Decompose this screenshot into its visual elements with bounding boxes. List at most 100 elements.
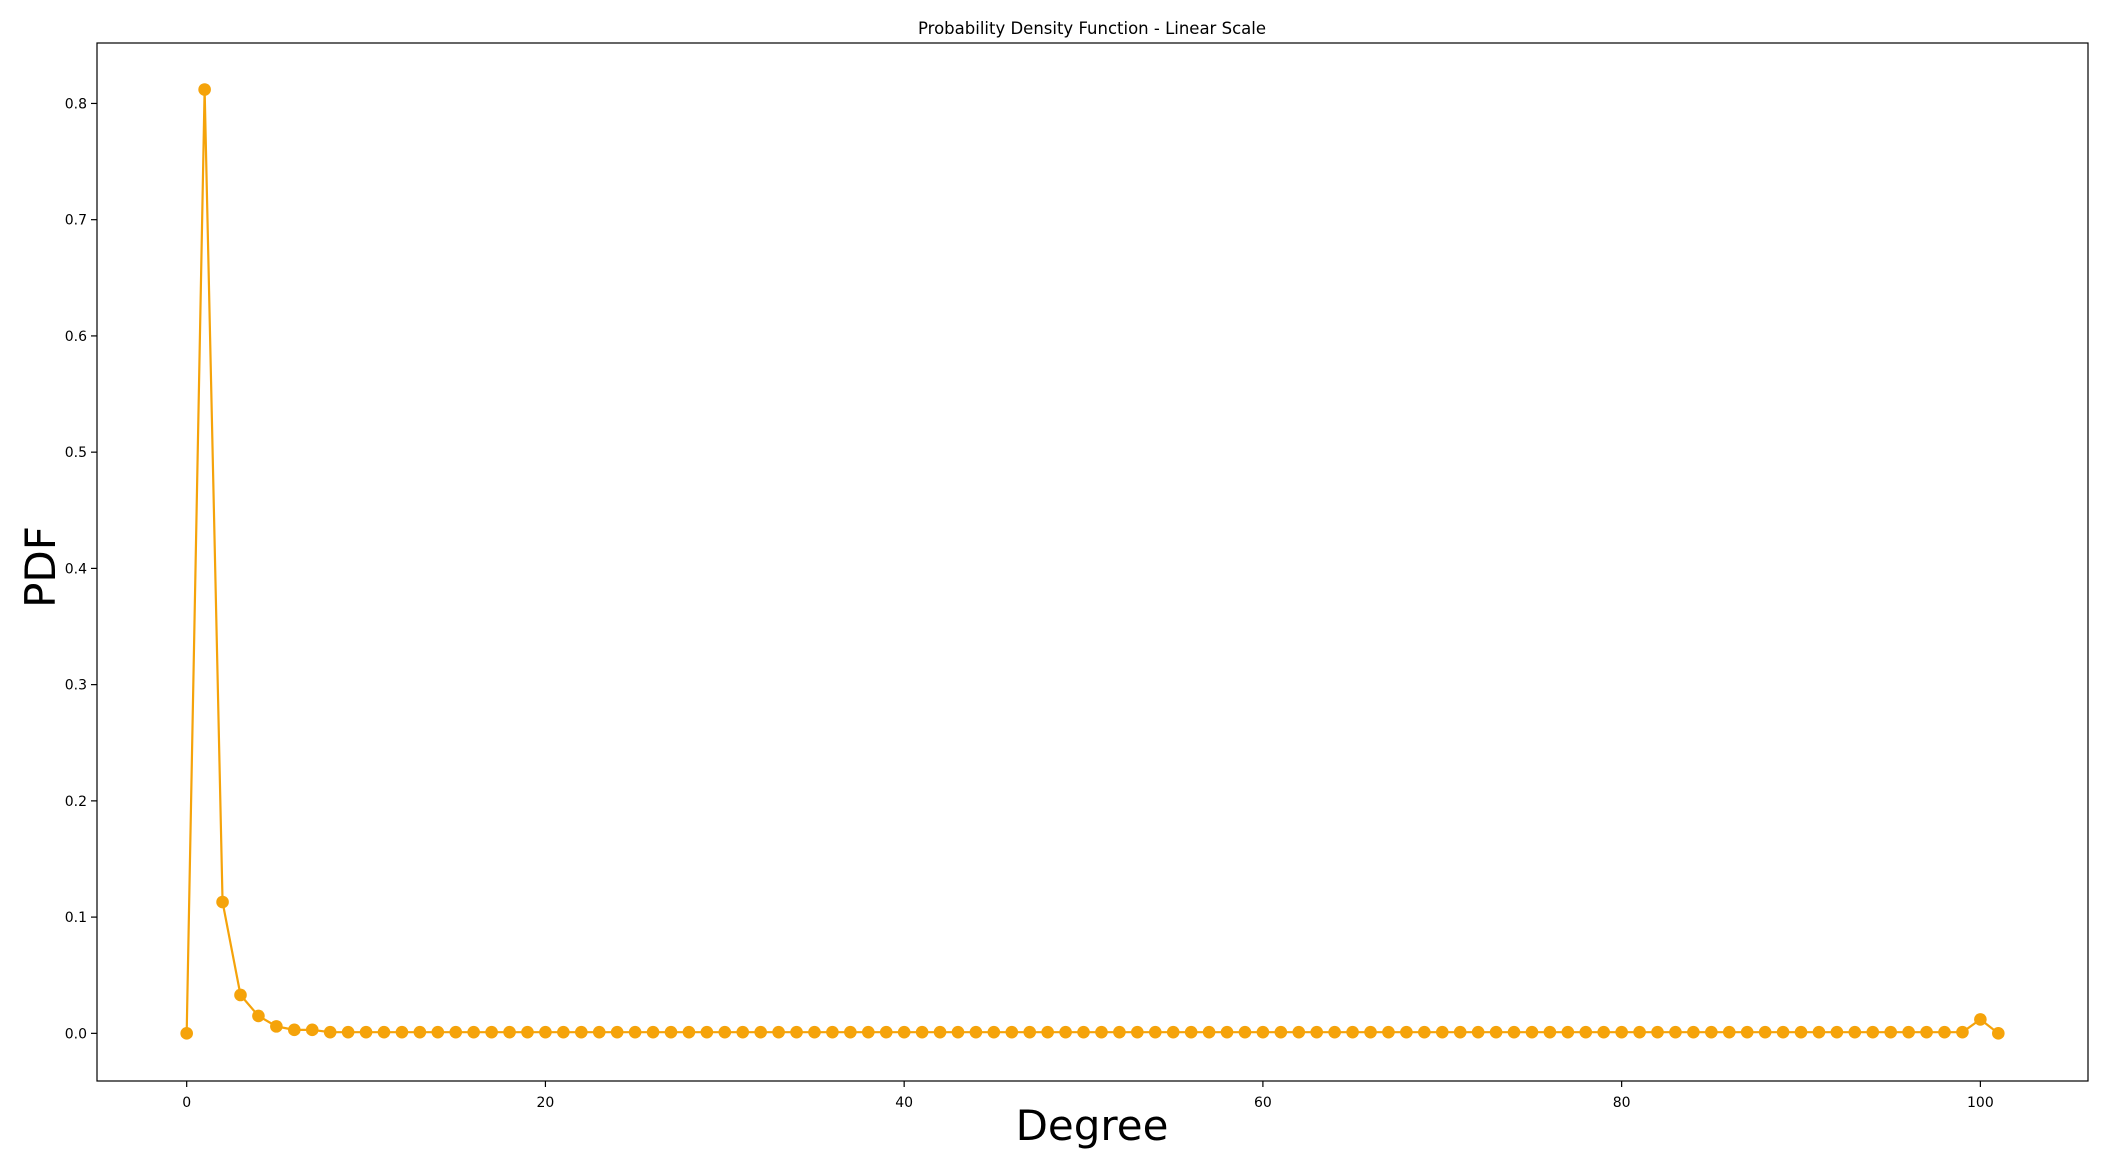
data-point — [1794, 1025, 1808, 1039]
data-point — [574, 1025, 588, 1039]
y-tick-label: 0.1 — [65, 910, 87, 926]
data-point — [628, 1025, 642, 1039]
data-point — [790, 1025, 803, 1039]
y-axis-label: PDF — [16, 526, 65, 608]
data-point — [1328, 1025, 1341, 1039]
data-point — [1023, 1025, 1037, 1039]
data-point — [270, 1020, 283, 1033]
data-point — [557, 1025, 570, 1039]
data-point — [844, 1025, 857, 1039]
y-tick-label: 0.0 — [65, 1026, 87, 1042]
data-point — [1077, 1025, 1090, 1039]
axes-frame — [96, 42, 2089, 1082]
data-point — [305, 1023, 319, 1037]
data-point — [879, 1025, 893, 1039]
data-point — [395, 1025, 409, 1039]
data-point — [413, 1025, 427, 1039]
data-point — [1812, 1025, 1826, 1039]
data-point — [1561, 1025, 1575, 1039]
data-point — [1902, 1025, 1915, 1039]
data-point — [1615, 1025, 1628, 1039]
data-point — [1471, 1025, 1485, 1039]
data-point — [1956, 1025, 1969, 1039]
data-point — [1059, 1025, 1072, 1039]
data-point — [933, 1025, 947, 1039]
y-tick-label: 0.6 — [65, 329, 87, 345]
data-point — [1507, 1025, 1521, 1039]
data-point — [897, 1025, 911, 1039]
data-point — [1382, 1025, 1395, 1039]
data-point — [180, 1027, 193, 1040]
data-point — [1095, 1025, 1108, 1039]
data-point — [1776, 1025, 1790, 1039]
plot-area — [96, 42, 2089, 1082]
chart-title: Probability Density Function - Linear Sc… — [918, 19, 1266, 38]
data-point — [1938, 1025, 1951, 1039]
data-point — [539, 1025, 552, 1039]
x-axis-label: Degree — [1016, 1101, 1169, 1150]
data-point — [1651, 1025, 1664, 1039]
data-point — [682, 1025, 696, 1039]
y-tick-label: 0.4 — [65, 561, 87, 577]
data-point — [377, 1025, 391, 1039]
data-point — [1830, 1025, 1844, 1039]
data-point — [808, 1025, 821, 1039]
data-point — [1435, 1025, 1449, 1039]
data-point — [485, 1025, 498, 1039]
data-point — [772, 1025, 785, 1039]
data-point — [1633, 1025, 1646, 1039]
y-tick-label: 0.8 — [65, 96, 87, 112]
data-point — [1418, 1025, 1431, 1039]
data-point — [1113, 1025, 1126, 1039]
data-point — [969, 1025, 983, 1039]
data-point — [1866, 1025, 1880, 1039]
data-point — [1579, 1025, 1593, 1039]
data-point — [521, 1025, 534, 1039]
y-tick-label: 0.5 — [65, 445, 87, 461]
data-point — [646, 1025, 660, 1039]
y-tick-label: 0.3 — [65, 678, 87, 694]
data-point — [861, 1025, 875, 1039]
data-point — [449, 1025, 463, 1039]
x-tick-label: 20 — [537, 1095, 555, 1111]
data-point — [1220, 1025, 1234, 1039]
data-point — [1131, 1025, 1144, 1039]
data-point — [1364, 1025, 1377, 1039]
data-point — [1740, 1025, 1754, 1039]
data-point — [216, 895, 229, 909]
data-point — [1920, 1025, 1933, 1039]
data-point — [323, 1025, 337, 1039]
data-point — [1202, 1025, 1216, 1039]
data-point — [915, 1025, 929, 1039]
data-point — [610, 1025, 624, 1039]
data-point — [1005, 1025, 1019, 1039]
data-point — [198, 83, 211, 96]
data-point — [1543, 1025, 1557, 1039]
x-tick-label: 80 — [1613, 1095, 1631, 1111]
data-point — [1722, 1025, 1736, 1039]
data-point — [341, 1025, 355, 1039]
data-point — [503, 1025, 516, 1039]
data-point — [1687, 1025, 1700, 1039]
data-point — [234, 988, 247, 1002]
data-point — [1669, 1025, 1682, 1039]
axis-ticks: 0 20 40 60 80 100 0.0 0.1 0.2 0.3 0.4 0.5 0.6 0.7 0.8 — [65, 96, 1994, 1111]
data-point — [288, 1023, 301, 1037]
x-tick-label: 60 — [1254, 1095, 1272, 1111]
data-point — [1400, 1025, 1413, 1039]
data-point — [1346, 1025, 1359, 1039]
data-point — [1041, 1025, 1054, 1039]
data-point — [467, 1025, 480, 1039]
data-point — [252, 1009, 265, 1023]
x-tick-label: 0 — [182, 1095, 191, 1111]
x-tick-label: 40 — [895, 1095, 913, 1111]
data-point — [1758, 1025, 1772, 1039]
y-tick-label: 0.2 — [65, 794, 87, 810]
data-point — [718, 1025, 732, 1039]
data-point — [1489, 1025, 1503, 1039]
data-point — [1274, 1025, 1288, 1039]
data-point — [700, 1025, 714, 1039]
data-point — [359, 1025, 373, 1039]
data-point — [951, 1025, 965, 1039]
data-point — [1238, 1025, 1252, 1039]
